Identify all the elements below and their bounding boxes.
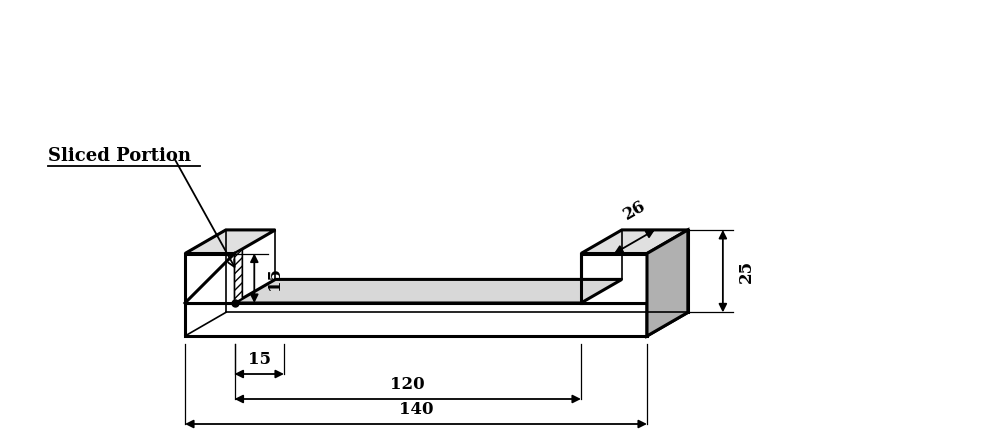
Polygon shape [185, 230, 275, 254]
Text: 15: 15 [265, 267, 282, 290]
Text: 26: 26 [620, 197, 649, 223]
Text: 120: 120 [390, 376, 425, 393]
Text: Sliced Portion: Sliced Portion [48, 147, 191, 165]
Text: 25: 25 [738, 260, 754, 283]
Polygon shape [235, 249, 243, 303]
Polygon shape [647, 280, 688, 336]
Polygon shape [581, 254, 647, 303]
Polygon shape [185, 254, 235, 303]
Text: 15: 15 [248, 351, 270, 368]
Polygon shape [647, 230, 688, 336]
Text: 140: 140 [399, 401, 433, 418]
Polygon shape [185, 303, 647, 336]
Polygon shape [235, 280, 622, 303]
Polygon shape [581, 230, 688, 254]
